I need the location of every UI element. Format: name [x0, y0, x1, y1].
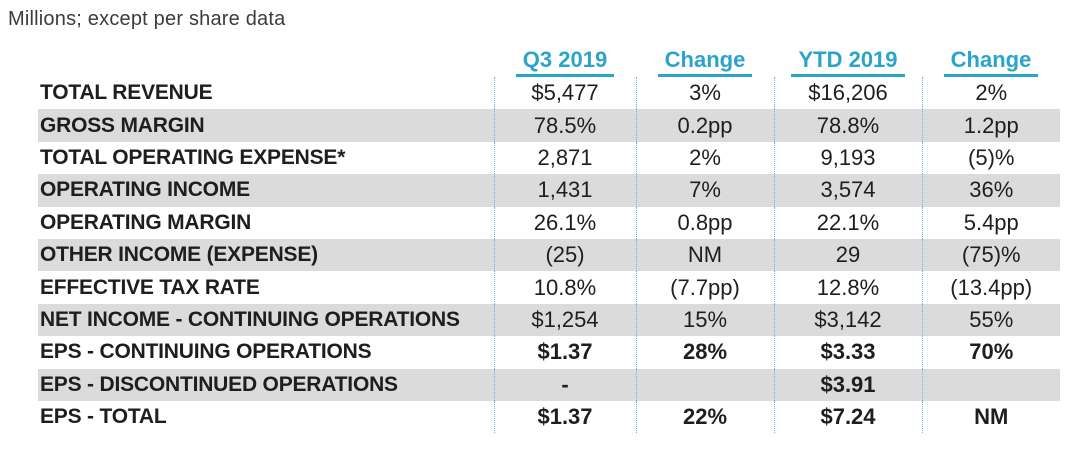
cell-q3-change: 3%: [635, 77, 774, 110]
cell-q3: 78.5%: [493, 109, 636, 142]
row-label: EPS - CONTINUING OPERATIONS: [40, 340, 372, 364]
cell-ytd-change: (13.4pp): [921, 271, 1060, 304]
cell-ytd: $3,142: [773, 303, 922, 337]
financial-results-table: Q3 2019 Change YTD 2019 Change TOTAL REV…: [38, 40, 1060, 434]
page-title: Millions; except per share data: [8, 8, 286, 30]
cell-ytd-change: 1.2pp: [921, 109, 1060, 142]
row-label: EPS - DISCONTINUED OPERATIONS: [40, 372, 398, 396]
column-header-q3-2019-label: Q3 2019: [515, 47, 615, 77]
cell-ytd: $3.91: [773, 368, 922, 401]
cell-ytd: 12.8%: [773, 271, 922, 304]
cell-q3-change: 15%: [635, 303, 774, 337]
column-header-q3-2019: Q3 2019: [494, 40, 636, 77]
cell-ytd-change: (75)%: [921, 238, 1060, 272]
row-label: GROSS MARGIN: [40, 113, 205, 137]
cell-q3-change: NM: [635, 238, 774, 272]
column-header-q3-change-label: Change: [657, 47, 753, 77]
table-row-operating-income: OPERATING INCOME 1,431 7% 3,574 36%: [38, 174, 1060, 207]
row-label: EFFECTIVE TAX RATE: [40, 275, 260, 299]
cell-q3-change: 7%: [635, 174, 774, 207]
cell-q3: (25): [493, 238, 636, 272]
cell-q3-change: 22%: [635, 400, 774, 434]
cell-q3: $5,477: [493, 77, 636, 110]
column-header-ytd-change-label: Change: [943, 47, 1039, 77]
cell-q3: 1,431: [493, 174, 636, 207]
table-row-operating-margin: OPERATING MARGIN 26.1% 0.8pp 22.1% 5.4pp: [38, 206, 1060, 239]
cell-q3-change: 28%: [635, 336, 774, 369]
cell-q3: 2,871: [493, 141, 636, 175]
cell-ytd: 22.1%: [773, 206, 922, 239]
table-row-gross-margin: GROSS MARGIN 78.5% 0.2pp 78.8% 1.2pp: [38, 109, 1060, 142]
table-row-net-income-continuing: NET INCOME - CONTINUING OPERATIONS $1,25…: [38, 303, 1060, 337]
table-row-effective-tax-rate: EFFECTIVE TAX RATE 10.8% (7.7pp) 12.8% (…: [38, 271, 1060, 304]
header-label-spacer: [38, 40, 494, 77]
row-label: NET INCOME - CONTINUING OPERATIONS: [40, 307, 460, 331]
cell-ytd-change: (5)%: [921, 141, 1060, 175]
row-label: TOTAL OPERATING EXPENSE*: [40, 145, 346, 169]
cell-ytd-change: 70%: [921, 336, 1060, 369]
cell-q3: $1.37: [493, 336, 636, 369]
cell-q3-change: 0.2pp: [635, 109, 774, 142]
row-label: OPERATING MARGIN: [40, 210, 252, 234]
cell-ytd-change: 5.4pp: [921, 206, 1060, 239]
cell-ytd-change: 55%: [921, 303, 1060, 337]
cell-q3: 10.8%: [493, 271, 636, 304]
row-label: OPERATING INCOME: [40, 178, 250, 202]
column-header-ytd-2019-label: YTD 2019: [791, 47, 905, 77]
row-label: EPS - TOTAL: [40, 405, 167, 429]
column-header-q3-change: Change: [636, 40, 774, 77]
cell-q3-change: [635, 368, 774, 401]
table-row-total-revenue: TOTAL REVENUE $5,477 3% $16,206 2%: [38, 77, 1060, 110]
cell-ytd-change: NM: [921, 400, 1060, 434]
table-row-eps-continuing: EPS - CONTINUING OPERATIONS $1.37 28% $3…: [38, 336, 1060, 369]
row-label: TOTAL REVENUE: [40, 81, 213, 105]
cell-ytd: 29: [773, 238, 922, 272]
cell-ytd-change: [921, 368, 1060, 401]
cell-ytd-change: 36%: [921, 174, 1060, 207]
table-row-eps-discontinued: EPS - DISCONTINUED OPERATIONS - $3.91: [38, 368, 1060, 401]
table-row-eps-total: EPS - TOTAL $1.37 22% $7.24 NM: [38, 400, 1060, 434]
cell-ytd: $3.33: [773, 336, 922, 369]
cell-q3: 26.1%: [493, 206, 636, 239]
cell-q3: $1.37: [493, 400, 636, 434]
table-row-total-operating-expense: TOTAL OPERATING EXPENSE* 2,871 2% 9,193 …: [38, 141, 1060, 175]
cell-ytd-change: 2%: [921, 77, 1060, 110]
cell-ytd: $16,206: [773, 77, 922, 110]
row-label: OTHER INCOME (EXPENSE): [40, 243, 318, 267]
cell-q3-change: 2%: [635, 141, 774, 175]
header-row: Q3 2019 Change YTD 2019 Change: [38, 40, 1060, 77]
cell-q3-change: (7.7pp): [635, 271, 774, 304]
table-row-other-income-expense: OTHER INCOME (EXPENSE) (25) NM 29 (75)%: [38, 238, 1060, 272]
cell-q3: -: [493, 368, 636, 401]
cell-ytd: 78.8%: [773, 109, 922, 142]
cell-ytd: 3,574: [773, 174, 922, 207]
cell-ytd: $7.24: [773, 400, 922, 434]
column-header-ytd-change: Change: [922, 40, 1060, 77]
cell-ytd: 9,193: [773, 141, 922, 175]
column-header-ytd-2019: YTD 2019: [774, 40, 922, 77]
cell-q3-change: 0.8pp: [635, 206, 774, 239]
cell-q3: $1,254: [493, 303, 636, 337]
